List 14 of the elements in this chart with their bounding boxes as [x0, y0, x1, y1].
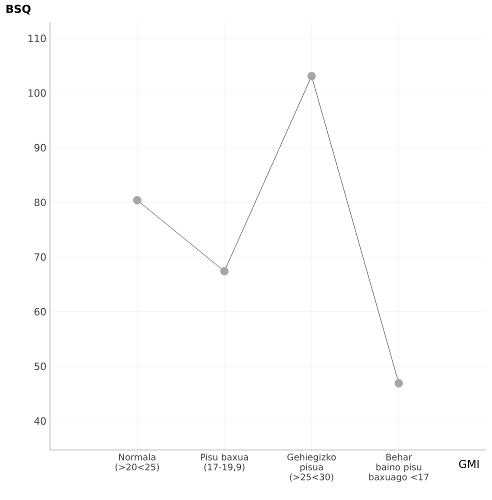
y-tick-label: 60	[34, 308, 46, 316]
y-axis-title: BSQ	[6, 4, 31, 14]
y-tick-label: 80	[34, 198, 46, 206]
y-tick-label: 110	[28, 34, 46, 42]
x-tick-label: Gehiegizko pisua (>25<30)	[287, 454, 336, 482]
y-tick-label: 90	[34, 144, 46, 152]
y-tick-label: 50	[34, 362, 46, 370]
y-tick-label: 40	[34, 417, 46, 425]
x-tick-label: Pisu baxua (17-19,9)	[200, 454, 248, 472]
y-tick-label: 70	[34, 253, 46, 261]
x-tick-label: Normala (>20<25)	[116, 454, 159, 472]
y-tick-label: 100	[28, 89, 46, 97]
x-tick-label: Behar baino pisu baxuago <17	[369, 454, 428, 482]
x-axis-title: GMI	[459, 460, 479, 468]
